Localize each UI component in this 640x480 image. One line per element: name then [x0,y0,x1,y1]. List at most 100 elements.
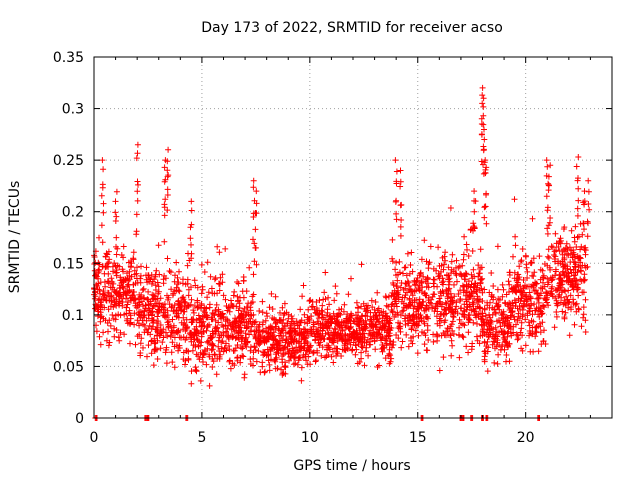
data-point [479,316,486,323]
data-point [167,269,174,276]
data-point [96,261,103,268]
data-point [393,283,400,289]
data-point [257,333,264,340]
data-point [424,304,430,311]
spike-point [162,196,169,203]
data-point [461,276,468,283]
data-point [207,273,214,280]
data-point [495,351,502,358]
data-point [460,321,466,328]
data-point [326,313,333,320]
data-point [416,272,423,279]
data-point [156,271,163,278]
data-point [339,335,346,342]
data-point [315,320,322,327]
data-point [479,298,486,304]
data-point [422,292,429,299]
data-point [105,278,112,285]
data-point [511,316,518,323]
data-point [539,310,546,317]
data-point [282,339,289,346]
data-point [213,371,220,378]
data-point [120,243,127,250]
data-point [417,270,424,277]
data-point [442,299,449,306]
data-point [300,333,307,340]
data-point [518,325,525,332]
spike-point [112,262,119,269]
data-point [506,269,513,276]
data-point [460,256,467,263]
data-point [140,344,146,351]
data-point [575,305,582,312]
spike-point [251,258,258,265]
spike-point [112,218,119,224]
data-point [118,252,125,258]
data-point [185,355,192,362]
data-point [322,269,329,276]
spike-point [585,188,592,195]
spike-point [480,121,487,128]
data-point [194,304,201,311]
data-point [416,296,423,303]
data-point [551,324,558,331]
data-point [553,313,560,320]
spike-point [574,205,581,212]
data-point [514,317,521,324]
data-point [209,364,216,370]
data-point [399,338,406,345]
data-point [387,352,394,359]
data-point [169,359,176,366]
data-point [218,339,225,346]
spike-point [112,209,119,216]
data-point [149,305,156,312]
spike-point [393,216,400,223]
data-point [413,278,420,285]
data-point [182,327,189,334]
data-point [168,286,175,293]
data-point [580,304,587,311]
spike-point [581,226,587,233]
data-point [230,292,237,299]
data-point [271,333,278,340]
data-point [312,336,319,343]
data-point [235,322,242,329]
data-point [424,327,431,334]
data-point [223,340,229,347]
data-point [572,264,579,271]
data-point [157,295,164,302]
data-point [198,290,205,297]
data-point [541,304,548,311]
data-point [457,296,464,303]
data-point [217,312,224,319]
data-point [277,347,284,354]
spike-point [164,167,171,174]
data-point [436,367,443,374]
data-point [566,332,573,339]
spike-point [251,240,258,247]
data-point [185,286,192,293]
data-point [325,294,332,301]
data-point [404,278,411,285]
data-point [298,377,305,384]
data-point [396,258,403,265]
data-point [143,264,150,271]
data-point [311,331,318,337]
data-point [271,345,278,352]
data-point [96,234,102,241]
data-point [134,333,141,340]
y-tick-label: 0.25 [53,153,84,169]
data-point [193,367,200,374]
spike-point [164,207,171,214]
data-point [166,268,173,274]
data-point [546,255,552,261]
data-point [155,283,162,290]
data-point [240,278,247,284]
data-point [449,298,456,304]
data-point [135,309,142,316]
data-point [135,320,142,327]
data-point [548,243,555,250]
data-point [332,283,339,290]
data-point [456,324,463,331]
data-point [449,318,456,325]
